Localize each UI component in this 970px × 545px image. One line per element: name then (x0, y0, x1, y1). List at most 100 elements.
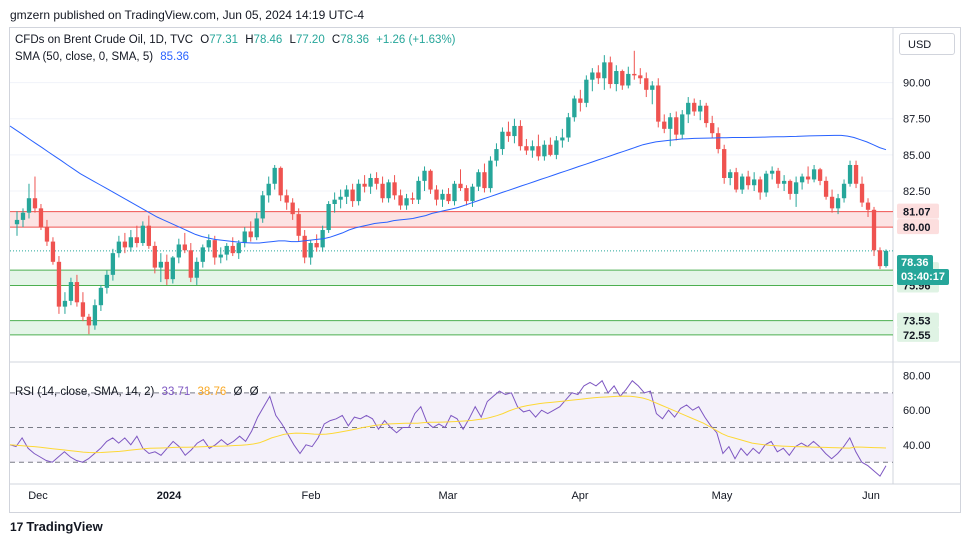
candle-body (835, 198, 841, 209)
publisher-line: gmzern published on TradingView.com, Jun… (10, 8, 364, 22)
candle-body (847, 164, 853, 184)
candle-body (823, 180, 829, 197)
candle-body (757, 179, 763, 193)
candle-body (176, 244, 181, 258)
time-tick-label: 2024 (157, 490, 182, 502)
candle-body (626, 73, 631, 86)
candle-body (650, 85, 655, 90)
zone-price-label-bg (897, 219, 939, 235)
candle-body (242, 231, 247, 244)
candle-body (290, 202, 295, 215)
candle-body (398, 195, 403, 206)
candle-body (799, 176, 805, 183)
candle-body (254, 218, 259, 238)
main-legend: CFDs on Brent Crude Oil, 1D, TVC O77.31 … (15, 34, 460, 46)
candle-body (170, 257, 175, 280)
candle-body (662, 121, 667, 129)
candle-body (500, 131, 505, 150)
candle-body (14, 219, 20, 225)
candle-body (368, 177, 373, 187)
candle-body (92, 305, 98, 326)
candle-body (458, 183, 463, 189)
candle-body (590, 72, 595, 80)
candle-body (314, 243, 319, 248)
candle-body (188, 250, 193, 278)
candle-body (596, 72, 601, 79)
candle-body (74, 282, 80, 303)
candle-body (446, 193, 451, 202)
ohlc-open: O77.31 (200, 34, 239, 46)
candle-body (68, 282, 74, 301)
candle-body (182, 244, 187, 251)
candle-body (871, 209, 877, 251)
candle-body (710, 123, 715, 134)
candle-body (308, 243, 313, 258)
currency-button[interactable]: USD (899, 33, 955, 55)
candle-body (206, 240, 211, 248)
ohlc-close: C78.36 (331, 34, 370, 46)
zone-price-label-bg (897, 312, 939, 328)
candle-body (602, 62, 607, 79)
candle-body (230, 245, 235, 254)
candle-body (793, 182, 799, 194)
candle-body (386, 182, 391, 199)
candle-body (116, 241, 122, 254)
candle-body (200, 247, 205, 262)
price-tick-label: 90.00 (903, 78, 931, 90)
symbol-title[interactable]: CFDs on Brent Crude Oil, 1D, TVC (15, 34, 194, 46)
candle-body (763, 173, 769, 193)
candle-body (566, 117, 571, 138)
tradingview-brand[interactable]: 17 TradingView (10, 519, 103, 534)
candle-body (668, 117, 673, 129)
candle-body (686, 102, 691, 115)
candle-body (746, 176, 751, 186)
candle-body (751, 179, 757, 186)
candle-body (734, 172, 739, 190)
candle-body (572, 98, 577, 118)
candle-body (452, 183, 457, 202)
time-tick-label: Jun (862, 490, 880, 502)
candle-body (506, 131, 511, 137)
candle-body (704, 105, 709, 124)
candle-body (722, 149, 727, 178)
candle-body (841, 183, 847, 199)
candle-body (62, 300, 68, 307)
candle-body (248, 231, 253, 238)
candle-body (716, 133, 721, 150)
candle-body (829, 196, 835, 209)
time-tick-label: Mar (439, 490, 458, 502)
candle-body (104, 274, 110, 288)
candle-body (278, 167, 283, 196)
candle-body (470, 186, 475, 202)
price-tick-label: 82.50 (903, 186, 931, 198)
candle-body (338, 196, 343, 200)
sma-value: 85.36 (160, 51, 190, 63)
candle-body (518, 125, 523, 147)
candle-body (817, 169, 823, 181)
candle-body (512, 125, 517, 137)
sma-line (9, 125, 887, 244)
zone-price-label: 73.53 (903, 316, 931, 328)
rsi-sma-value: 38.76 (197, 386, 227, 398)
candle-body (692, 102, 697, 112)
rsi-sma-line (9, 395, 887, 454)
candle-body (32, 198, 38, 209)
candle-body (296, 214, 301, 236)
candle-body (164, 261, 169, 280)
candle-body (80, 302, 86, 317)
sma-label[interactable]: SMA (50, close, 0, SMA, 5) (15, 51, 154, 63)
candle-body (350, 189, 355, 202)
candle-body (224, 245, 229, 255)
candle-body (482, 172, 487, 189)
candle-body (859, 183, 865, 203)
time-tick-label: Dec (28, 490, 48, 502)
candle-body (614, 71, 619, 85)
candle-body (775, 170, 781, 184)
rsi-tick-label: 80.00 (903, 370, 931, 382)
rsi-extra-1: Ø (233, 386, 243, 398)
candle-body (560, 137, 565, 141)
candle-body (488, 160, 493, 189)
rsi-label[interactable]: RSI (14, close, SMA, 14, 2) (15, 386, 155, 398)
candle-body (56, 261, 62, 307)
